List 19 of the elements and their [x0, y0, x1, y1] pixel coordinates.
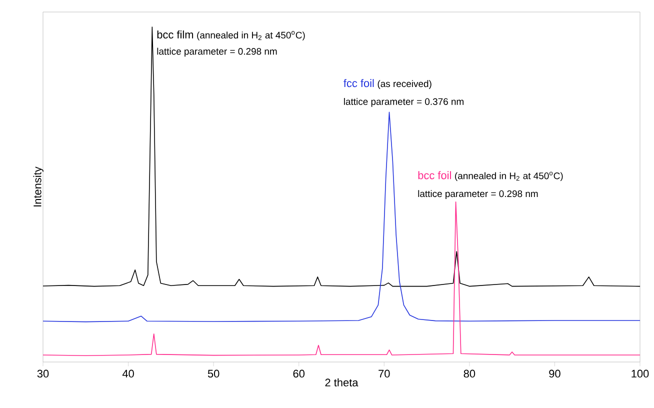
- annotation: (annealed in H$_{2}$ at 450$^{o}$C): [455, 172, 563, 182]
- annotation: (annealed in H$_{2}$ at 450$^{o}$C): [197, 31, 305, 40]
- series-label: bcc film: [157, 30, 194, 39]
- x-tick-label: 90: [549, 370, 560, 378]
- annotation: lattice parameter = 0.298 nm: [157, 48, 277, 57]
- text: fcc foil: [344, 79, 374, 88]
- annotation: lattice parameter = 0.298 nm: [418, 190, 538, 199]
- annotation: lattice parameter = 0.376 nm: [344, 98, 464, 107]
- x-tick-label: 100: [632, 370, 649, 378]
- x-tick-label: 60: [293, 370, 305, 378]
- y-axis-title: Intensity: [33, 166, 44, 206]
- x-axis-title: 2 theta: [325, 378, 358, 386]
- x-tick-label: 40: [122, 370, 134, 378]
- annotation: (as received): [378, 80, 432, 89]
- x-tick-label: 70: [378, 370, 390, 378]
- x-tick-label: 30: [37, 370, 49, 378]
- x-tick-label: 50: [208, 370, 220, 378]
- x-tick-label: 80: [464, 370, 476, 378]
- text: bcc foil: [418, 171, 451, 180]
